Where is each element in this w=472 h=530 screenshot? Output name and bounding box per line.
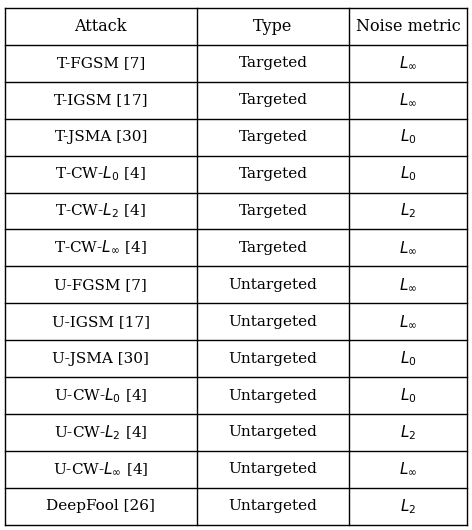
Text: T-FGSM [7]: T-FGSM [7] xyxy=(57,56,145,70)
Text: U-JSMA [30]: U-JSMA [30] xyxy=(52,351,149,366)
Text: Targeted: Targeted xyxy=(238,241,307,255)
Text: $L_{\infty}$: $L_{\infty}$ xyxy=(399,240,417,256)
Text: Targeted: Targeted xyxy=(238,167,307,181)
Text: $L_{2}$: $L_{2}$ xyxy=(400,423,416,442)
Text: Untargeted: Untargeted xyxy=(228,426,318,439)
Text: T-CW-$L_{2}$ [4]: T-CW-$L_{2}$ [4] xyxy=(55,201,146,220)
Text: $L_{0}$: $L_{0}$ xyxy=(400,165,417,183)
Text: $L_{\infty}$: $L_{\infty}$ xyxy=(399,461,417,478)
Text: U-CW-$L_{2}$ [4]: U-CW-$L_{2}$ [4] xyxy=(54,423,147,442)
Text: Targeted: Targeted xyxy=(238,56,307,70)
Text: $L_{2}$: $L_{2}$ xyxy=(400,201,416,220)
Text: Untargeted: Untargeted xyxy=(228,278,318,292)
Text: Untargeted: Untargeted xyxy=(228,462,318,476)
Text: Targeted: Targeted xyxy=(238,93,307,107)
Text: DeepFool [26]: DeepFool [26] xyxy=(46,499,155,513)
Text: U-IGSM [17]: U-IGSM [17] xyxy=(52,315,150,329)
Text: $L_{0}$: $L_{0}$ xyxy=(400,386,417,405)
Text: $L_{\infty}$: $L_{\infty}$ xyxy=(399,314,417,330)
Text: Untargeted: Untargeted xyxy=(228,388,318,402)
Text: Untargeted: Untargeted xyxy=(228,351,318,366)
Text: $L_{0}$: $L_{0}$ xyxy=(400,128,417,146)
Text: T-IGSM [17]: T-IGSM [17] xyxy=(54,93,147,107)
Text: U-FGSM [7]: U-FGSM [7] xyxy=(54,278,147,292)
Text: Attack: Attack xyxy=(75,18,127,35)
Text: T-JSMA [30]: T-JSMA [30] xyxy=(54,130,147,144)
Text: $L_{0}$: $L_{0}$ xyxy=(400,349,417,368)
Text: Targeted: Targeted xyxy=(238,204,307,218)
Text: $L_{2}$: $L_{2}$ xyxy=(400,497,416,516)
Text: $L_{\infty}$: $L_{\infty}$ xyxy=(399,55,417,72)
Text: Untargeted: Untargeted xyxy=(228,315,318,329)
Text: Targeted: Targeted xyxy=(238,130,307,144)
Text: Noise metric: Noise metric xyxy=(356,18,461,35)
Text: U-CW-$L_{\infty}$ [4]: U-CW-$L_{\infty}$ [4] xyxy=(53,461,148,478)
Text: Untargeted: Untargeted xyxy=(228,499,318,513)
Text: T-CW-$L_{\infty}$ [4]: T-CW-$L_{\infty}$ [4] xyxy=(54,240,147,257)
Text: $L_{\infty}$: $L_{\infty}$ xyxy=(399,92,417,108)
Text: U-CW-$L_{0}$ [4]: U-CW-$L_{0}$ [4] xyxy=(54,386,147,405)
Text: T-CW-$L_{0}$ [4]: T-CW-$L_{0}$ [4] xyxy=(55,165,146,183)
Text: $L_{\infty}$: $L_{\infty}$ xyxy=(399,277,417,293)
Text: Type: Type xyxy=(253,18,293,35)
